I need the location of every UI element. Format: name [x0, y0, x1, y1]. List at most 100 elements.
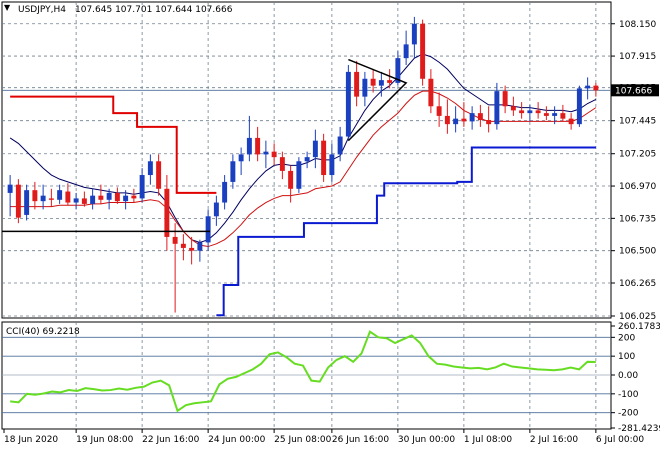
candle-body [552, 113, 558, 116]
price-axis: 108.150107.915107.685107.445107.205106.9… [611, 20, 656, 322]
cci-pane-frame [1, 321, 612, 430]
current-price-box [611, 84, 659, 97]
candle-body [238, 154, 244, 162]
ohlc-readout: 107.645 107.701 107.644 107.666 [75, 5, 233, 15]
candle-body [48, 198, 54, 200]
candle-body [279, 157, 285, 171]
candle-body [585, 85, 591, 89]
cci-tick-label: -100 [618, 390, 639, 400]
candle-body [7, 184, 13, 193]
candle-body [197, 242, 203, 251]
candle-body [535, 110, 541, 114]
candle-body [461, 118, 467, 122]
candle-body [230, 161, 236, 182]
price-tick-label: 106.500 [619, 247, 656, 257]
candle-body [576, 88, 582, 125]
candle-body [40, 195, 46, 202]
price-tick-label: 106.735 [619, 214, 656, 224]
candle-body [387, 80, 393, 83]
cci-tick-label: 260.1783 [618, 322, 660, 332]
time-tick-label: 2 Jul 16:00 [530, 435, 579, 445]
candle-body [90, 195, 96, 204]
symbol-dropdown-icon[interactable]: ▼ [4, 3, 11, 12]
candle-body [543, 113, 549, 116]
candle-body [57, 190, 63, 200]
candle-body [453, 118, 459, 125]
candle-body [106, 192, 112, 200]
price-pane-frame [1, 1, 612, 319]
candle-body [222, 181, 228, 203]
candle-body [420, 23, 426, 79]
candle-body [486, 120, 492, 125]
candle-body [494, 91, 500, 125]
time-tick-label: 1 Jul 08:00 [464, 435, 513, 445]
candle-body [354, 71, 360, 97]
cci-plot-area [10, 330, 596, 413]
current-price-tag: 107.666 [611, 84, 659, 97]
candle-body [304, 157, 310, 162]
time-tick-label: 24 Jun 00:00 [208, 435, 265, 445]
candle-body [469, 113, 475, 122]
candle-body [98, 195, 104, 200]
candle-body [114, 192, 120, 202]
candle-body [502, 91, 508, 107]
candle-body [296, 161, 302, 189]
candle-body [123, 195, 129, 202]
candle-body [255, 137, 261, 155]
price-tick-label: 107.445 [619, 117, 656, 127]
current-price-label: 107.666 [615, 86, 652, 96]
cci-tick-label: 100 [618, 352, 635, 362]
candle-body [593, 85, 599, 91]
cci-tick-label: -281.4239 [618, 424, 660, 434]
time-tick-label: 19 Jun 08:00 [76, 435, 133, 445]
candle-body [65, 191, 71, 203]
candle-body [329, 154, 335, 176]
candle-body [337, 136, 343, 155]
candle-body [164, 188, 170, 237]
time-tick-label: 25 Jun 08:00 [274, 435, 331, 445]
candle-body [288, 170, 294, 189]
candle-body [560, 113, 566, 119]
symbol-label: USDJPY,H4 [18, 5, 66, 15]
time-axis: 18 Jun 2020 19 Jun 08:00 22 Jun 16:00 24 Ju… [3, 429, 644, 445]
candle-body [477, 113, 483, 121]
candle-body [32, 190, 38, 202]
upper-envelope-line [10, 95, 217, 194]
candle-body [156, 161, 162, 189]
candle-body [205, 216, 211, 243]
cci-tick-label: 200 [618, 333, 635, 343]
cci-grid [2, 322, 611, 429]
candle-body [510, 106, 516, 111]
candle-body [172, 236, 178, 244]
price-tick-label: 107.915 [619, 52, 656, 62]
candle-body [131, 195, 137, 199]
candle-body [411, 23, 417, 45]
candle-body [180, 243, 186, 248]
candle-body [436, 106, 442, 116]
candle-body [428, 78, 434, 107]
cci-line [10, 330, 596, 413]
price-tick-label: 108.150 [619, 20, 656, 30]
time-tick-label: 18 Jun 2020 [4, 435, 58, 445]
triangle-pattern-lines[interactable] [347, 58, 408, 142]
time-tick-label: 22 Jun 16:00 [142, 435, 199, 445]
candle-body [81, 198, 87, 204]
price-tick-label: 106.025 [619, 312, 656, 322]
candle-body [527, 110, 533, 114]
candle-body [378, 80, 384, 86]
candle-body [246, 137, 252, 155]
candle-body [24, 190, 30, 215]
lower-envelope-line [216, 146, 596, 317]
candle-body [147, 161, 153, 176]
price-tick-label: 106.970 [619, 182, 656, 192]
price-pane: 108.150107.915107.685107.445107.205106.9… [1, 1, 659, 322]
price-plot-area [2, 16, 611, 317]
candle-body [519, 110, 525, 114]
candle-body [370, 78, 376, 86]
candle-body [395, 58, 401, 83]
candle-body [15, 184, 21, 218]
candle-body [362, 78, 368, 97]
